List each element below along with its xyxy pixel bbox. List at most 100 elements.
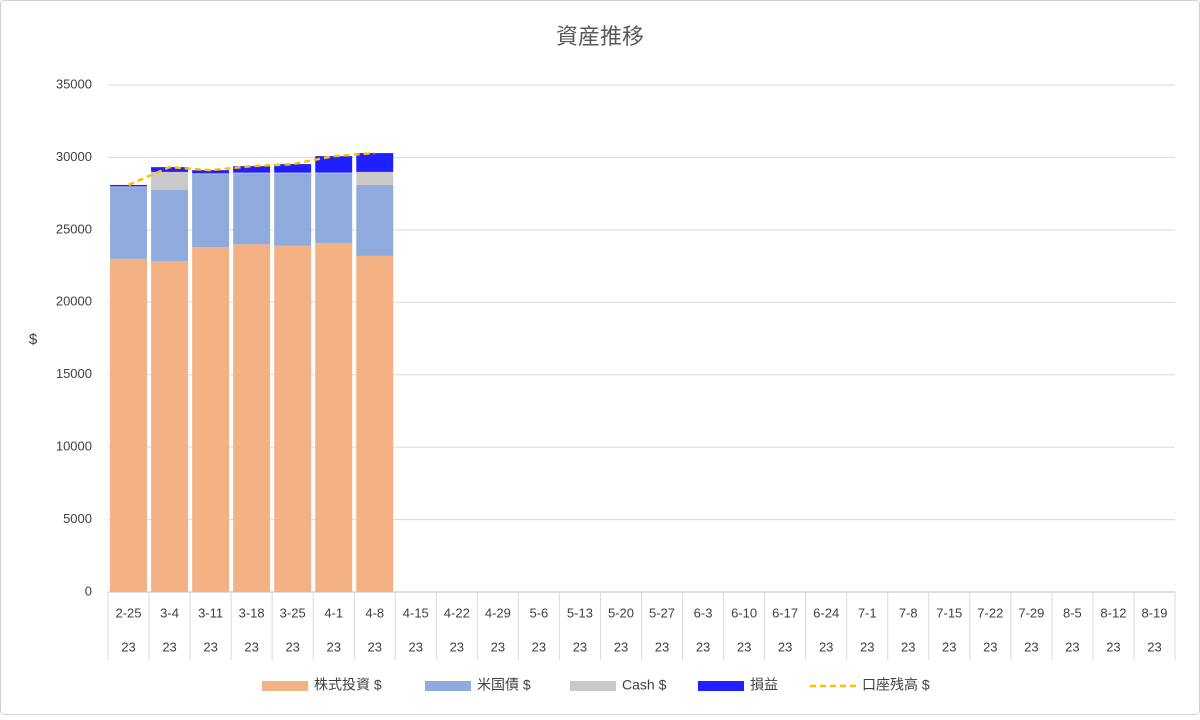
x-group-label: 23 — [491, 639, 505, 654]
bar-segment — [192, 247, 230, 593]
bar-segment — [110, 258, 147, 592]
x-group-label: 23 — [244, 639, 258, 654]
x-group-label: 23 — [326, 639, 340, 654]
bar-segment — [274, 173, 312, 246]
x-group-label: 23 — [901, 639, 915, 654]
bar-segment — [233, 172, 271, 174]
y-tick-label: 20000 — [56, 294, 92, 309]
y-tick-label: 10000 — [56, 439, 92, 454]
legend-swatch — [570, 681, 616, 691]
x-group-label: 23 — [1147, 639, 1161, 654]
x-tick-label: 7-1 — [858, 605, 877, 620]
bar-segment — [356, 153, 394, 172]
x-tick-label: 4-8 — [365, 605, 384, 620]
bar-segment — [192, 174, 230, 248]
x-group-label: 23 — [860, 639, 874, 654]
x-tick-label: 4-15 — [403, 605, 429, 620]
x-group-label: 23 — [532, 639, 546, 654]
x-tick-label: 2-25 — [116, 605, 142, 620]
bar-segment — [315, 172, 353, 174]
x-group-label: 23 — [655, 639, 669, 654]
x-tick-label: 7-29 — [1018, 605, 1044, 620]
x-group-label: 23 — [162, 639, 176, 654]
x-tick-label: 7-15 — [936, 605, 962, 620]
x-group-label: 23 — [819, 639, 833, 654]
bar-segment — [233, 166, 271, 173]
x-group-label: 23 — [983, 639, 997, 654]
x-tick-label: 6-10 — [731, 605, 757, 620]
x-group-label: 23 — [1024, 639, 1038, 654]
bar-segment — [192, 173, 230, 175]
bar-segment — [110, 187, 147, 259]
bar-segment — [315, 242, 353, 592]
bar-segment — [274, 164, 312, 173]
bar-segment — [315, 156, 353, 173]
x-tick-label: 4-1 — [324, 605, 343, 620]
x-tick-label: 6-24 — [813, 605, 839, 620]
x-group-label: 23 — [696, 639, 710, 654]
bar-segment — [110, 186, 147, 188]
y-tick-label: 5000 — [63, 511, 92, 526]
x-tick-label: 3-4 — [160, 605, 179, 620]
x-group-label: 23 — [368, 639, 382, 654]
x-tick-label: 7-22 — [977, 605, 1003, 620]
y-tick-label: 30000 — [56, 149, 92, 164]
chart-title: 資産推移 — [556, 24, 644, 49]
x-tick-label: 6-17 — [772, 605, 798, 620]
x-tick-label: 8-19 — [1141, 605, 1167, 620]
x-group-label: 23 — [1065, 639, 1079, 654]
x-group-label: 23 — [450, 639, 464, 654]
legend-swatch — [425, 681, 471, 691]
bar-segment — [233, 244, 271, 593]
x-tick-label: 5-20 — [608, 605, 634, 620]
x-tick-label: 3-11 — [198, 605, 223, 620]
x-tick-label: 8-12 — [1100, 605, 1126, 620]
x-tick-label: 4-22 — [444, 605, 470, 620]
y-tick-label: 15000 — [56, 366, 92, 381]
y-tick-label: 0 — [85, 583, 92, 598]
bar-segment — [151, 261, 189, 592]
x-tick-label: 8-5 — [1063, 605, 1082, 620]
bar-segment — [151, 190, 189, 262]
legend-label: 口座残高 $ — [862, 677, 930, 693]
x-tick-label: 3-18 — [239, 605, 265, 620]
bar-segment — [192, 170, 230, 174]
legend-swatch — [698, 681, 744, 691]
bar-segment — [233, 173, 271, 245]
balance-line — [128, 151, 375, 187]
x-group-label: 23 — [285, 639, 299, 654]
x-tick-label: 5-27 — [649, 605, 675, 620]
bar-segment — [356, 255, 394, 592]
bar-segment — [151, 171, 189, 191]
bar-segment — [151, 167, 189, 172]
bar-segment — [315, 173, 353, 243]
x-group-label: 23 — [614, 639, 628, 654]
x-group-label: 23 — [778, 639, 792, 654]
x-group-label: 23 — [121, 639, 135, 654]
x-tick-label: 4-29 — [485, 605, 511, 620]
x-tick-label: 6-3 — [694, 605, 713, 620]
x-group-label: 23 — [942, 639, 956, 654]
legend-label: 損益 — [750, 677, 778, 693]
bar-segment — [356, 171, 394, 185]
x-tick-label: 5-6 — [530, 605, 549, 620]
legend-label: Cash $ — [622, 677, 667, 693]
x-tick-label: 7-8 — [899, 605, 918, 620]
bar-segment — [110, 184, 147, 187]
x-tick-label: 3-25 — [280, 605, 306, 620]
x-group-label: 23 — [1106, 639, 1120, 654]
legend-label: 株式投資 $ — [314, 677, 382, 693]
x-tick-label: 5-13 — [567, 605, 593, 620]
x-group-label: 23 — [203, 639, 217, 654]
legend-label: 米国債 $ — [477, 677, 531, 693]
legend-swatch — [262, 681, 308, 691]
x-group-label: 23 — [573, 639, 587, 654]
y-tick-label: 25000 — [56, 221, 92, 236]
bar-segment — [356, 184, 394, 256]
y-tick-label: 35000 — [56, 76, 92, 91]
x-group-label: 23 — [737, 639, 751, 654]
y-axis-title: $ — [29, 331, 38, 348]
bar-segment — [274, 245, 312, 592]
x-group-label: 23 — [409, 639, 423, 654]
